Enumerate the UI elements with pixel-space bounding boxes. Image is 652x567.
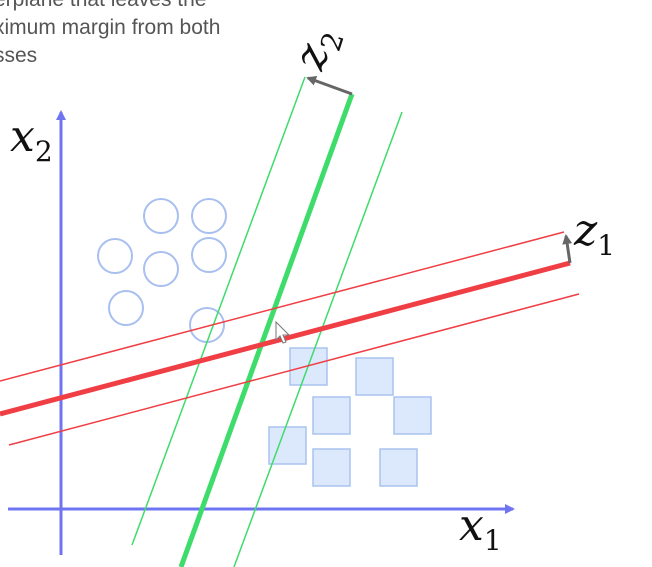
z2-hyperplane [178, 93, 355, 567]
circle-point [191, 237, 227, 273]
square-point [393, 396, 432, 435]
circle-point [143, 251, 179, 287]
caption-line-3: sses [0, 44, 38, 67]
square-point [268, 426, 307, 465]
square-class [268, 347, 432, 487]
z2-normal-arrow [306, 76, 353, 96]
circle-point [189, 307, 225, 343]
circle-point [108, 290, 144, 326]
x-axis-label: x1 [459, 500, 502, 557]
z1-margin-top [0, 231, 565, 382]
z1-normal-arrow [562, 234, 573, 264]
caption-line-1: erplane that leaves the [0, 0, 294, 14]
y-axis-label: x2 [10, 111, 53, 168]
circle-point [97, 238, 133, 274]
square-point [379, 448, 418, 487]
z2-margin-left [131, 76, 306, 546]
square-point [312, 396, 351, 435]
square-point [355, 357, 394, 396]
caption-text: erplane that leaves the ximum margin fro… [0, 0, 294, 70]
circle-point [143, 198, 179, 234]
z1-margin-bottom [8, 293, 580, 446]
circle-class [97, 198, 227, 343]
circle-point [191, 198, 227, 234]
mouse-cursor-icon [275, 320, 291, 344]
z2-label: z2 [284, 21, 351, 79]
z1-label: z1 [573, 205, 615, 262]
square-point [312, 448, 351, 487]
caption-line-2: ximum margin from both [0, 16, 221, 39]
z2-margin-right [233, 111, 403, 567]
